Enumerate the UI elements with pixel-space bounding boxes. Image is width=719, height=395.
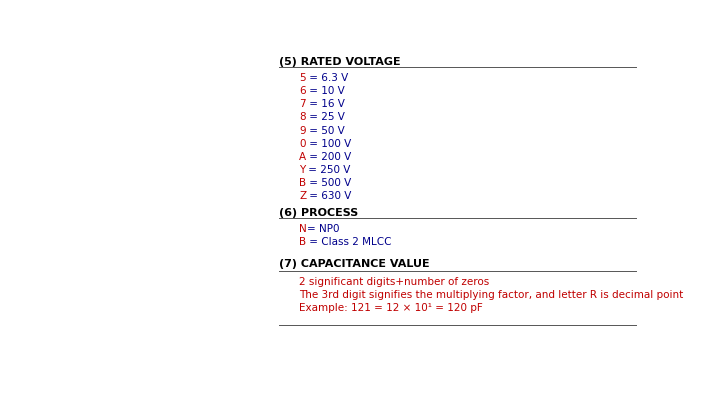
Text: Y: Y	[299, 165, 306, 175]
Text: B: B	[299, 237, 306, 247]
Text: = NP0: = NP0	[307, 224, 339, 234]
Text: = 6.3 V: = 6.3 V	[306, 73, 348, 83]
Text: (7) CAPACITANCE VALUE: (7) CAPACITANCE VALUE	[279, 259, 429, 269]
Text: N: N	[299, 224, 307, 234]
Text: = 100 V: = 100 V	[306, 139, 351, 149]
Text: = 630 V: = 630 V	[306, 191, 352, 201]
Text: A: A	[299, 152, 306, 162]
Text: = 250 V: = 250 V	[306, 165, 351, 175]
Text: 5: 5	[299, 73, 306, 83]
Text: = 10 V: = 10 V	[306, 86, 344, 96]
Text: 0: 0	[299, 139, 306, 149]
Text: (5) RATED VOLTAGE: (5) RATED VOLTAGE	[279, 57, 400, 68]
Text: = 50 V: = 50 V	[306, 126, 344, 135]
Text: Z: Z	[299, 191, 306, 201]
Text: 8: 8	[299, 113, 306, 122]
Text: 7: 7	[299, 100, 306, 109]
Text: 9: 9	[299, 126, 306, 135]
Text: 2 significant digits+number of zeros: 2 significant digits+number of zeros	[299, 277, 490, 287]
Text: = 200 V: = 200 V	[306, 152, 352, 162]
Text: B: B	[299, 178, 306, 188]
Text: = 25 V: = 25 V	[306, 113, 344, 122]
Text: = 500 V: = 500 V	[306, 178, 352, 188]
Text: Example: 121 = 12 × 10¹ = 120 pF: Example: 121 = 12 × 10¹ = 120 pF	[299, 303, 483, 313]
Text: 6: 6	[299, 86, 306, 96]
Text: The 3rd digit signifies the multiplying factor, and letter R is decimal point: The 3rd digit signifies the multiplying …	[299, 290, 683, 300]
Text: (6) PROCESS: (6) PROCESS	[279, 207, 358, 218]
Text: = 16 V: = 16 V	[306, 100, 344, 109]
Text: = Class 2 MLCC: = Class 2 MLCC	[306, 237, 392, 247]
